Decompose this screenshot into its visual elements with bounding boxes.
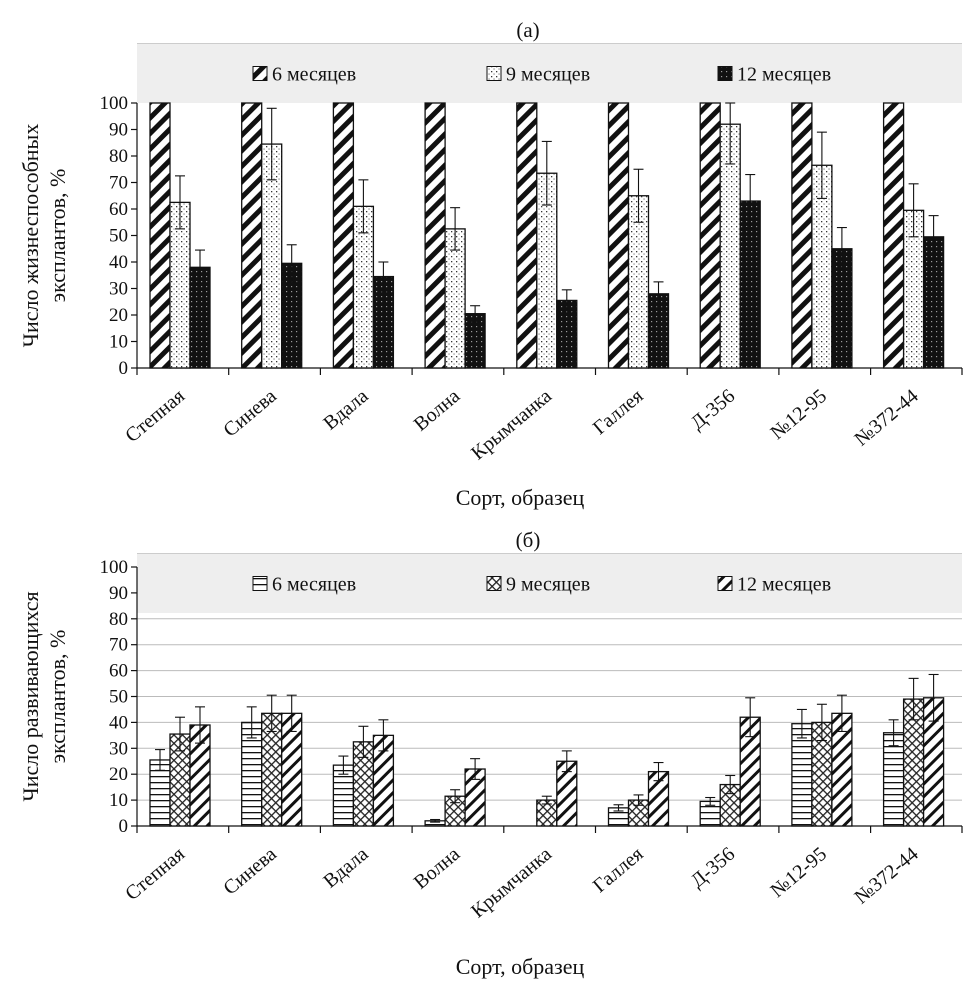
legend-band (137, 44, 962, 103)
legend-label: 12 месяцев (737, 64, 831, 86)
legend-band (137, 554, 962, 613)
category-label: Крымчанка (467, 385, 556, 465)
bar (882, 102, 905, 369)
y-tick-label: 50 (109, 687, 128, 708)
y-tick-label: 0 (119, 358, 129, 379)
x-axis-title: Сорт, образец (456, 485, 585, 510)
bar (516, 102, 538, 369)
y-tick-label: 70 (109, 635, 128, 656)
panel-label: (б) (516, 528, 541, 552)
y-tick-label: 80 (109, 609, 128, 630)
chart-panel-a: (a) 6 месяцев 9 месяцев 12 месяцев 0 10 20 30 40… (18, 18, 963, 510)
y-tick-label: 60 (109, 661, 128, 682)
legend-swatch (252, 66, 268, 81)
bar (149, 102, 171, 369)
y-tick-label: 80 (109, 146, 128, 167)
category-label: Синева (219, 843, 280, 900)
category-label: №12-95 (766, 385, 831, 444)
bar (332, 102, 355, 369)
category-label: Степная (121, 843, 189, 905)
bar (791, 102, 813, 369)
bar (607, 102, 630, 369)
y-tick-label: 50 (109, 226, 128, 247)
category-label: Синева (219, 385, 280, 442)
bar (882, 732, 905, 827)
category-label: Вдала (319, 385, 372, 435)
y-tick-label: 40 (109, 252, 128, 273)
category-label: Волна (410, 843, 465, 894)
category-label: Степная (121, 385, 189, 447)
bar (791, 723, 813, 827)
category-label: №12-95 (766, 843, 831, 902)
category-label: Д-356 (687, 385, 740, 434)
legend-label: 12 месяцев (737, 574, 831, 596)
y-axis-title: Число жизнеспособныхэксплантов, % (18, 124, 70, 348)
legend-label: 6 месяцев (272, 64, 356, 86)
category-label: Галлея (589, 385, 648, 439)
legend-swatch (486, 66, 502, 81)
category-label: Вдала (319, 843, 372, 893)
y-tick-label: 90 (109, 120, 128, 141)
y-tick-label: 90 (109, 583, 128, 604)
category-label: Волна (410, 385, 465, 436)
y-tick-label: 30 (109, 738, 128, 759)
y-tick-label: 100 (100, 93, 129, 114)
y-tick-label: 40 (109, 712, 128, 733)
bar (424, 102, 446, 369)
y-axis-title-line: Число развивающихся (18, 591, 43, 801)
legend-swatch (252, 576, 268, 591)
legend-label: 6 месяцев (272, 574, 356, 596)
legend-label: 9 месяцев (506, 64, 590, 86)
category-label: Д-356 (687, 843, 740, 892)
y-tick-label: 10 (109, 332, 128, 353)
panel-label: (a) (516, 18, 539, 42)
legend-swatch (717, 66, 733, 81)
y-tick-label: 30 (109, 279, 128, 300)
legend-swatch (486, 576, 502, 591)
y-tick-label: 20 (109, 764, 128, 785)
y-tick-label: 20 (109, 305, 128, 326)
category-label: №372-44 (850, 385, 922, 451)
y-tick-label: 70 (109, 173, 128, 194)
y-tick-label: 10 (109, 790, 128, 811)
legend-label: 9 месяцев (506, 574, 590, 596)
category-label: №372-44 (850, 843, 922, 909)
bar (699, 102, 721, 369)
y-axis-title: Число развивающихсяэксплантов, % (18, 591, 70, 801)
bar (241, 102, 263, 369)
category-label: Галлея (589, 843, 648, 897)
y-tick-label: 0 (119, 816, 129, 837)
y-axis-title-line: эксплантов, % (45, 630, 70, 764)
chart-panel-b: (б) 6 месяцев 9 месяцев 12 месяцев 0 10 20 30 40… (18, 528, 963, 979)
category-label: Крымчанка (467, 843, 556, 923)
y-tick-label: 60 (109, 199, 128, 220)
y-axis-title-line: Число жизнеспособных (18, 124, 43, 348)
x-axis-title: Сорт, образец (456, 954, 585, 979)
y-tick-label: 100 (100, 557, 129, 578)
y-axis-title-line: эксплантов, % (45, 169, 70, 303)
legend-swatch (717, 576, 733, 591)
